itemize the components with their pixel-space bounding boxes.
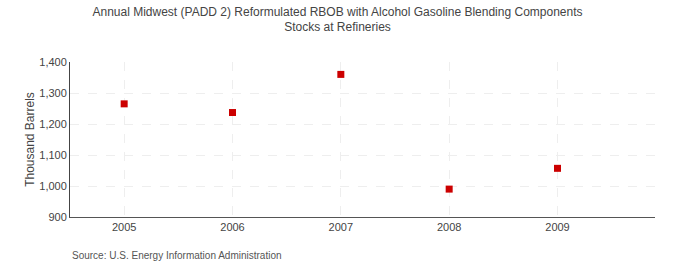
- svg-text:1,300: 1,300: [39, 87, 67, 99]
- svg-text:1,200: 1,200: [39, 118, 67, 130]
- svg-text:2007: 2007: [329, 221, 353, 233]
- svg-text:2008: 2008: [437, 221, 461, 233]
- svg-text:Thousand Barrels: Thousand Barrels: [23, 92, 37, 187]
- svg-text:Annual Midwest (PADD 2) Reform: Annual Midwest (PADD 2) Reformulated RBO…: [92, 5, 582, 35]
- svg-text:Source: U.S. Energy Informatio: Source: U.S. Energy Information Administ…: [72, 250, 282, 261]
- svg-text:2009: 2009: [545, 221, 569, 233]
- svg-text:2006: 2006: [220, 221, 244, 233]
- svg-text:1,100: 1,100: [39, 149, 67, 161]
- svg-text:900: 900: [48, 211, 66, 223]
- svg-text:2005: 2005: [112, 221, 136, 233]
- svg-text:1,400: 1,400: [39, 56, 67, 68]
- svg-text:1,000: 1,000: [39, 180, 67, 192]
